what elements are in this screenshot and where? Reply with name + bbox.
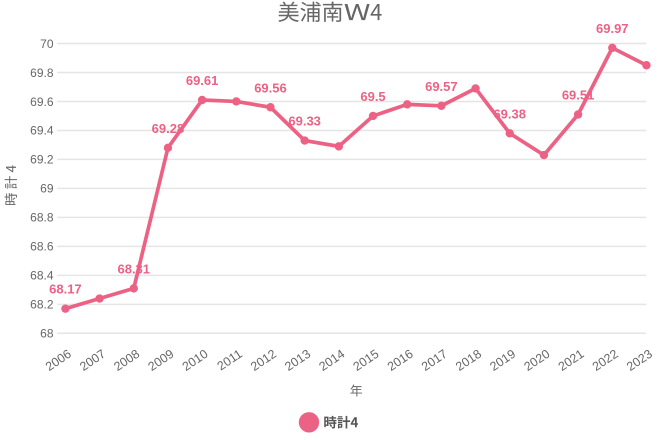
svg-text:68.4: 68.4 — [30, 269, 54, 283]
svg-text:69.38: 69.38 — [493, 106, 526, 121]
svg-text:70: 70 — [40, 37, 54, 51]
svg-text:69.8: 69.8 — [30, 66, 54, 80]
svg-text:69.33: 69.33 — [288, 114, 321, 129]
svg-text:69.28: 69.28 — [152, 121, 185, 136]
svg-text:68.2: 68.2 — [30, 298, 54, 312]
svg-text:68.6: 68.6 — [30, 240, 54, 254]
svg-text:68.8: 68.8 — [30, 211, 54, 225]
svg-text:68: 68 — [40, 327, 54, 341]
svg-text:69.56: 69.56 — [254, 80, 287, 95]
svg-text:69.4: 69.4 — [30, 124, 54, 138]
svg-text:69.5: 69.5 — [360, 89, 385, 104]
svg-text:69.6: 69.6 — [30, 95, 54, 109]
svg-text:68.31: 68.31 — [117, 261, 150, 276]
svg-text:69.61: 69.61 — [186, 73, 219, 88]
svg-text:69.57: 69.57 — [425, 79, 458, 94]
svg-text:69.2: 69.2 — [30, 153, 54, 167]
svg-text:68.17: 68.17 — [49, 282, 82, 297]
svg-text:69.97: 69.97 — [596, 21, 629, 36]
svg-text:69: 69 — [40, 182, 54, 196]
